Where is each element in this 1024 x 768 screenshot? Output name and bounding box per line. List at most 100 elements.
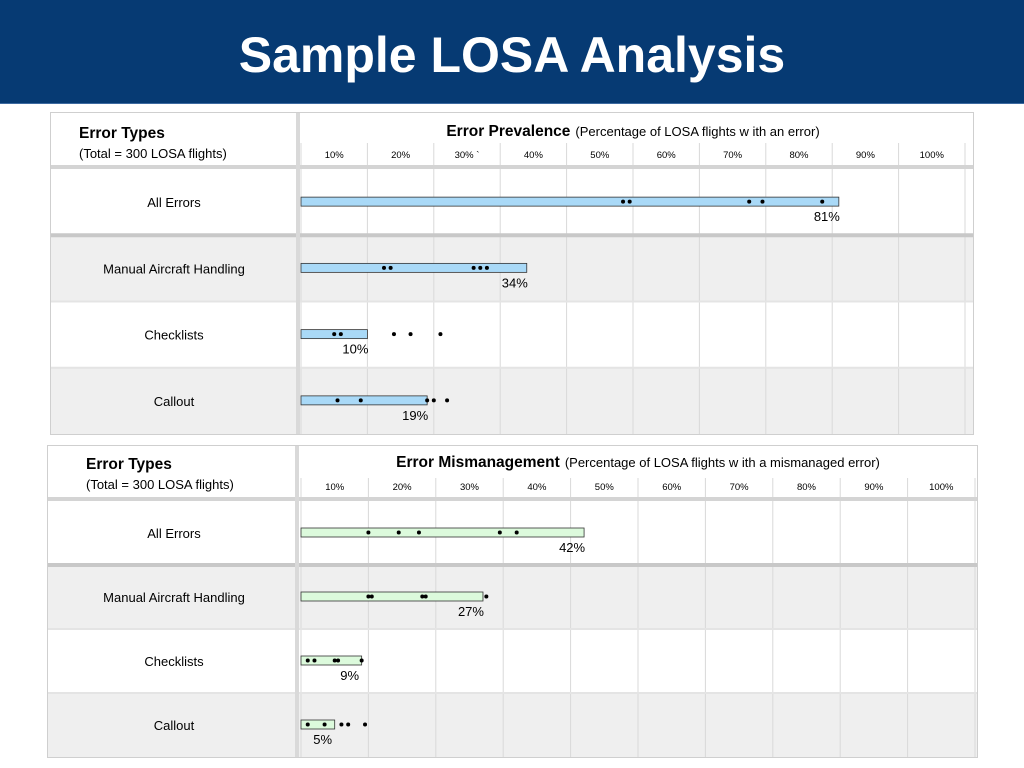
tick-label: 100% bbox=[929, 482, 954, 493]
row-background bbox=[51, 367, 973, 434]
data-point bbox=[484, 594, 489, 599]
tick-label: 10% bbox=[325, 150, 345, 161]
bar bbox=[300, 719, 336, 730]
data-point bbox=[478, 265, 483, 270]
data-point bbox=[747, 199, 752, 204]
data-label: 9% bbox=[340, 668, 359, 683]
tick-label: 80% bbox=[789, 150, 809, 161]
data-point bbox=[438, 332, 443, 337]
chart-title: Error Prevalence (Percentage of LOSA flig… bbox=[446, 123, 819, 140]
row-background bbox=[48, 693, 977, 757]
slide-header: Sample LOSA Analysis bbox=[0, 0, 1024, 104]
error-prevalence-chart: Error Types (Total = 300 LOSA flights) Err… bbox=[50, 112, 974, 435]
row-background bbox=[48, 565, 977, 629]
chart-title-detail: (Percentage of LOSA flights w ith an err… bbox=[575, 124, 819, 139]
tick-label: 40% bbox=[524, 150, 544, 161]
data-label: 81% bbox=[814, 209, 840, 224]
data-point bbox=[335, 398, 340, 403]
header-separator bbox=[51, 165, 973, 169]
row-background bbox=[51, 301, 973, 368]
data-point bbox=[358, 398, 363, 403]
row-header: Error Types bbox=[79, 125, 165, 142]
data-point bbox=[514, 530, 519, 535]
data-point bbox=[332, 658, 337, 663]
header-separator bbox=[48, 497, 977, 501]
tick-label: 60% bbox=[662, 482, 682, 493]
row-subheader: (Total = 300 LOSA flights) bbox=[86, 477, 234, 492]
tick-label: 90% bbox=[864, 482, 884, 493]
data-point bbox=[363, 722, 368, 727]
chart-title-detail: (Percentage of LOSA flights w ith a mism… bbox=[565, 455, 880, 470]
bar bbox=[300, 591, 484, 602]
row-header: Error Types bbox=[86, 456, 172, 473]
column-divider bbox=[295, 446, 299, 757]
category-label: Checklists bbox=[144, 328, 204, 343]
data-label: 42% bbox=[559, 540, 585, 555]
error-mismanagement-chart: Error Types (Total = 300 LOSA flights) Err… bbox=[47, 445, 978, 758]
data-point bbox=[332, 332, 337, 337]
data-point bbox=[346, 722, 351, 727]
category-label: Callout bbox=[154, 718, 195, 733]
data-point bbox=[621, 199, 626, 204]
data-point bbox=[425, 398, 430, 403]
tick-label: 70% bbox=[723, 150, 743, 161]
data-point bbox=[431, 398, 436, 403]
bar bbox=[300, 527, 585, 538]
data-point bbox=[338, 332, 343, 337]
tick-label: 50% bbox=[595, 482, 615, 493]
data-point bbox=[391, 332, 396, 337]
chart-title: Error Mismanagement (Percentage of LOSA f… bbox=[396, 454, 880, 471]
data-point bbox=[369, 594, 374, 599]
bar bbox=[300, 395, 428, 406]
data-point bbox=[420, 594, 425, 599]
category-label: Manual Aircraft Handling bbox=[103, 590, 245, 605]
category-label: Checklists bbox=[144, 654, 204, 669]
data-point bbox=[305, 722, 310, 727]
row-subheader: (Total = 300 LOSA flights) bbox=[79, 146, 227, 161]
data-point bbox=[339, 722, 344, 727]
data-label: 34% bbox=[502, 275, 528, 290]
data-point bbox=[820, 199, 825, 204]
data-point bbox=[366, 594, 371, 599]
data-point bbox=[336, 658, 341, 663]
data-label: 5% bbox=[313, 732, 332, 747]
data-point bbox=[627, 199, 632, 204]
category-label: Callout bbox=[154, 394, 195, 409]
tick-label: 30% bbox=[460, 482, 480, 493]
bar bbox=[300, 196, 840, 207]
data-point bbox=[322, 722, 327, 727]
data-point bbox=[305, 658, 310, 663]
tick-label: 90% bbox=[856, 150, 876, 161]
tick-label: 10% bbox=[325, 482, 345, 493]
tick-label: 40% bbox=[527, 482, 547, 493]
category-label: Manual Aircraft Handling bbox=[103, 261, 245, 276]
data-point bbox=[312, 658, 317, 663]
data-point bbox=[445, 398, 450, 403]
data-point bbox=[366, 530, 371, 535]
data-point bbox=[497, 530, 502, 535]
column-divider bbox=[296, 113, 300, 434]
data-point bbox=[396, 530, 401, 535]
data-point bbox=[359, 658, 364, 663]
category-label: All Errors bbox=[147, 195, 201, 210]
tick-label: 70% bbox=[730, 482, 750, 493]
data-point bbox=[382, 265, 386, 270]
error-mismanagement-svg: Error Types (Total = 300 LOSA flights) Err… bbox=[48, 446, 977, 757]
bar bbox=[300, 655, 363, 666]
error-prevalence-svg: Error Types (Total = 300 LOSA flights) Err… bbox=[51, 113, 973, 434]
data-point bbox=[423, 594, 428, 599]
data-point bbox=[760, 199, 765, 204]
tick-label: 20% bbox=[393, 482, 413, 493]
data-point bbox=[416, 530, 421, 535]
data-point bbox=[471, 265, 476, 270]
category-label: All Errors bbox=[147, 526, 201, 541]
tick-label: 60% bbox=[657, 150, 677, 161]
data-point bbox=[388, 265, 393, 270]
data-point bbox=[484, 265, 489, 270]
data-label: 19% bbox=[402, 408, 428, 423]
slide-title: Sample LOSA Analysis bbox=[238, 27, 786, 83]
tick-label: 30% ` bbox=[455, 150, 480, 161]
row-background bbox=[48, 629, 977, 693]
chart-title-bold: Error Prevalence bbox=[446, 123, 570, 140]
bar bbox=[300, 262, 528, 273]
